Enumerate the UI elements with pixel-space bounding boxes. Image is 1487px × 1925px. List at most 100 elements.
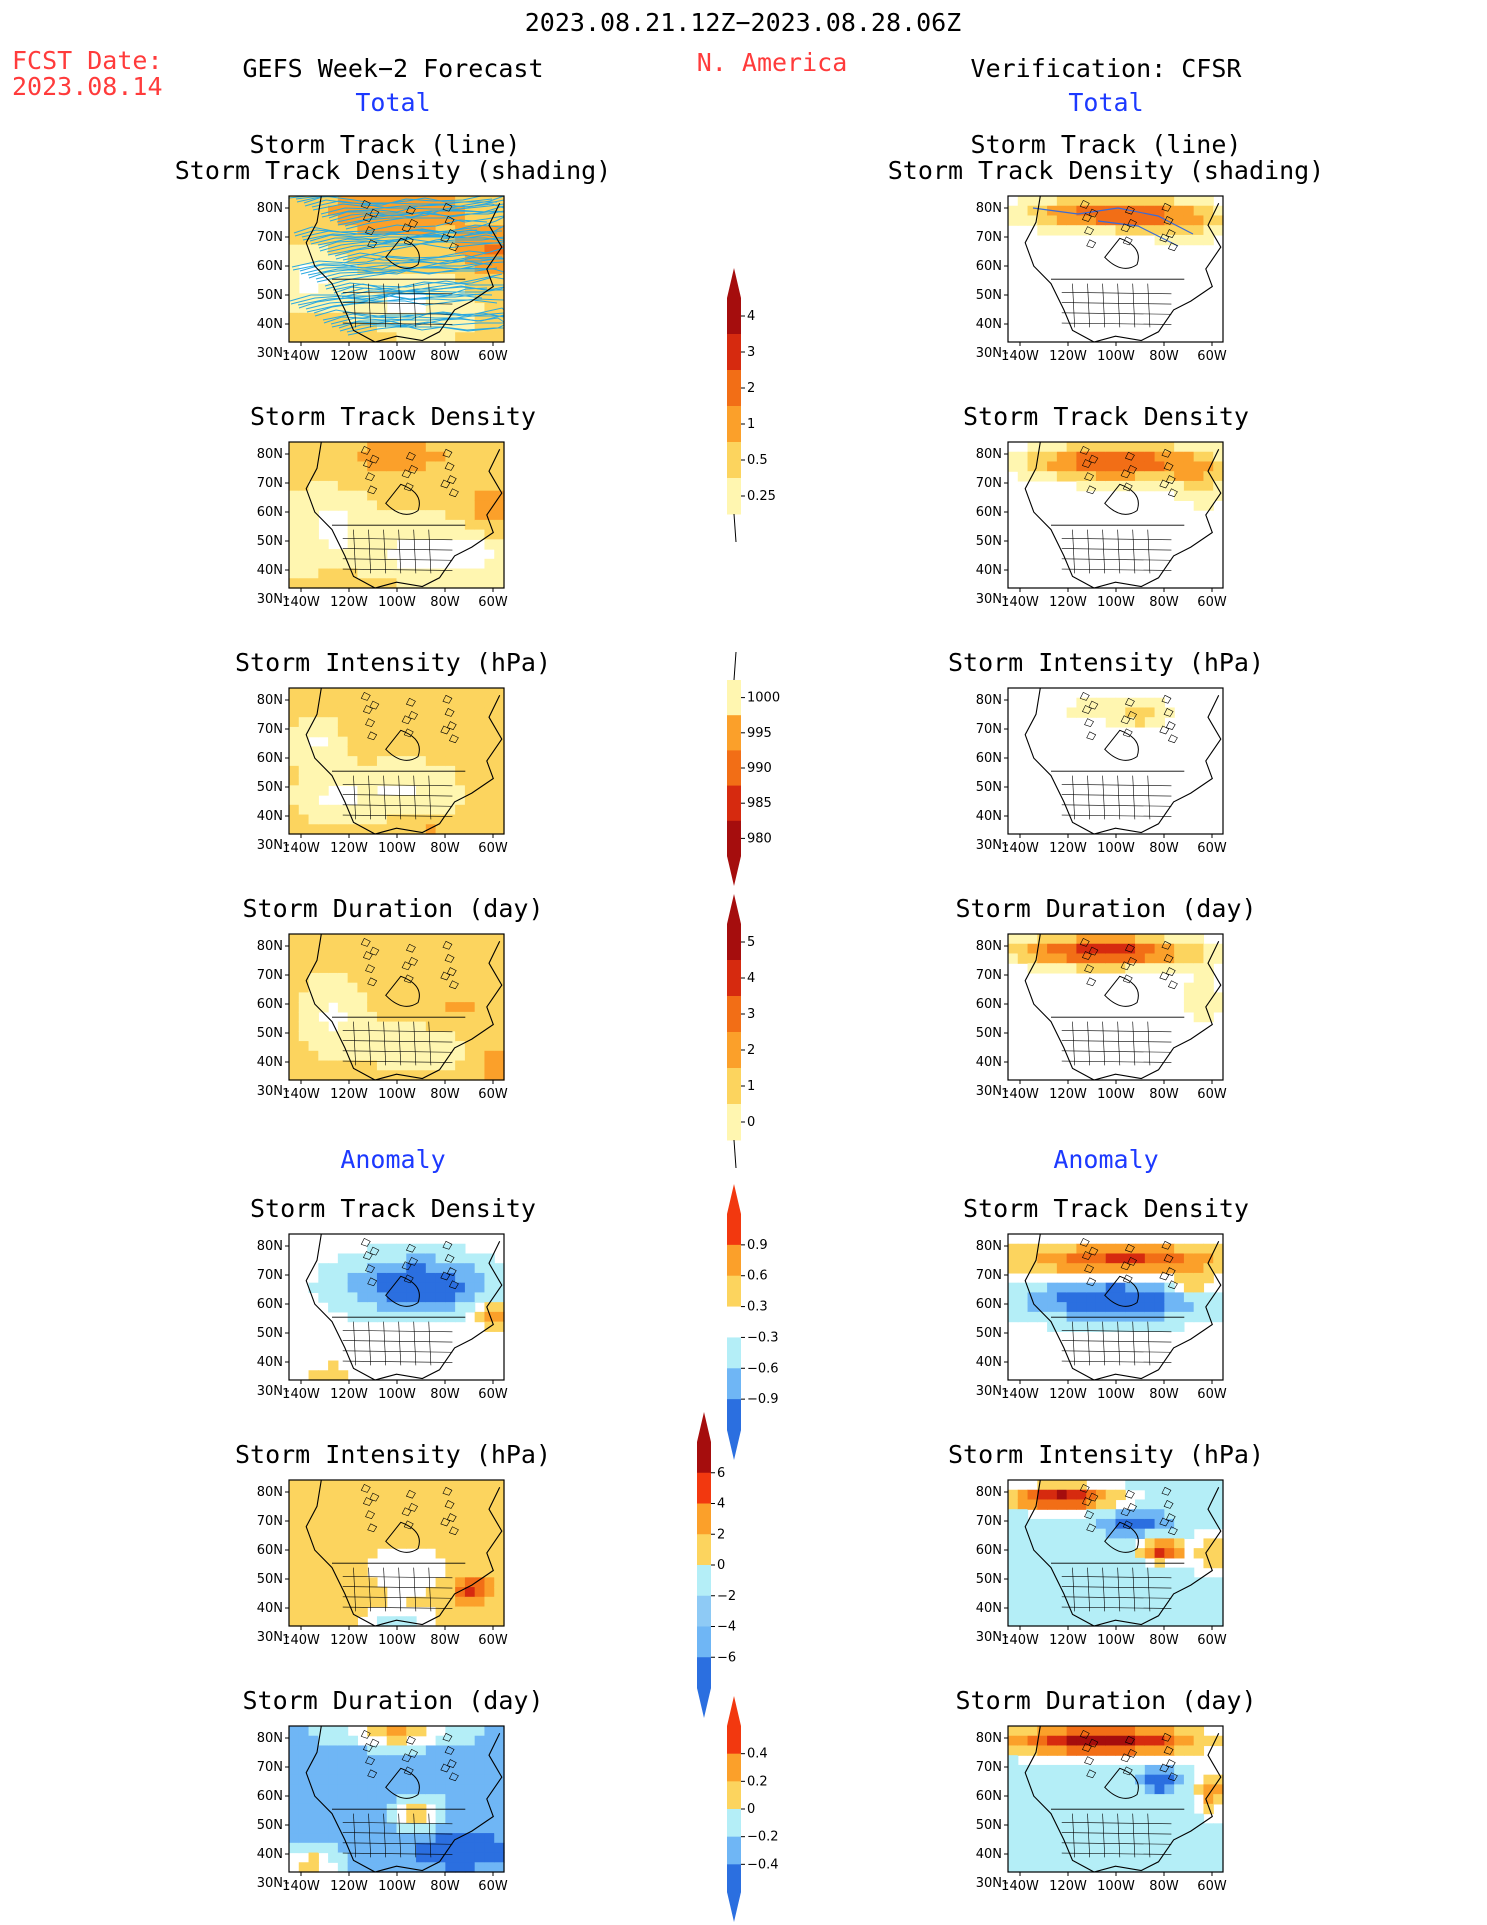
shading-cell [1174, 1735, 1185, 1747]
shading-cell [455, 1794, 466, 1805]
shading-cell [1008, 1606, 1019, 1617]
shading-cell [1144, 1263, 1156, 1274]
shading-cell [445, 953, 456, 964]
shading-cell [1105, 707, 1117, 718]
shading-cell [337, 688, 349, 699]
colorbar-segment [727, 924, 741, 961]
shading-cell [406, 824, 417, 835]
shading-cell [1095, 1499, 1107, 1510]
shading-cell [289, 1803, 300, 1815]
shading-cell [367, 1726, 378, 1737]
shading-cell [435, 1041, 446, 1052]
shading-cell [1183, 1489, 1195, 1501]
shading-cell [386, 1764, 398, 1776]
arctic-island-outline [1165, 1267, 1176, 1276]
shading-cell [1193, 196, 1205, 207]
shading-cell [1027, 1489, 1038, 1501]
shading-cell [494, 293, 505, 304]
shading-cell [1125, 717, 1136, 728]
shading-cell [484, 273, 495, 285]
shading-cell [474, 1577, 486, 1588]
shading-cell [396, 1774, 407, 1785]
shading-cell [308, 480, 319, 492]
shading-cell [308, 1813, 319, 1824]
shading-cell [1154, 717, 1165, 728]
state-line [398, 283, 402, 328]
shading-cell [474, 1292, 486, 1303]
shading-cell [1193, 1489, 1205, 1501]
shading-cell [1193, 934, 1205, 945]
shading-cell [1154, 1321, 1165, 1332]
shading-cell [1056, 1528, 1068, 1539]
shading-cell [376, 1528, 388, 1539]
shading-cell [1027, 1587, 1038, 1598]
shading-cell [1047, 943, 1058, 955]
shading-cell [318, 1528, 329, 1539]
shading-cell [464, 1011, 476, 1023]
shading-cell [406, 1509, 417, 1520]
shading-cell [464, 1842, 476, 1854]
shading-cell [435, 500, 446, 511]
shading-cell [455, 1548, 466, 1559]
shading-cell [1135, 1745, 1146, 1756]
shading-cell [318, 824, 329, 835]
shading-cell [416, 1292, 427, 1303]
storm-track-line [317, 234, 505, 246]
shading-cell [1144, 1842, 1156, 1854]
shading-cell [1154, 1596, 1165, 1608]
shading-cell [386, 992, 398, 1003]
shading-cell [337, 1862, 349, 1873]
hudson-bay-outline [1104, 975, 1139, 1007]
shading-cell [308, 442, 319, 453]
shading-cell [464, 500, 476, 511]
arctic-island-outline [1088, 454, 1099, 464]
shading-cell [357, 953, 368, 964]
shading-cell [1193, 1311, 1205, 1323]
shading-cell [1027, 963, 1038, 974]
shading-cell [396, 1489, 407, 1501]
colorbar-label: 0.2 [747, 1774, 768, 1789]
shading-cell [1213, 1577, 1224, 1588]
shading-cell [396, 1263, 407, 1274]
shading-cell [455, 972, 466, 984]
shading-cell [1115, 1833, 1126, 1844]
shading-cell [386, 688, 398, 699]
shading-cell [484, 1852, 495, 1863]
shading-cell [464, 746, 476, 757]
arctic-island-outline [405, 451, 416, 461]
arctic-island-outline [448, 242, 459, 252]
shading-cell [376, 1745, 388, 1756]
shading-cell [484, 500, 495, 511]
shading-cell [416, 1489, 427, 1501]
shading-cell [1008, 1253, 1019, 1264]
continent-outline [1024, 1233, 1222, 1381]
shading-cell [1076, 1794, 1087, 1805]
shading-cell [1008, 461, 1019, 472]
shading-cell [1105, 461, 1117, 472]
shading-cell [318, 1606, 329, 1617]
shading-cell [416, 1774, 427, 1785]
shading-cell [1164, 1587, 1175, 1598]
shading-cell [445, 1292, 456, 1303]
shading-cell [1135, 1587, 1146, 1598]
shading-cell [1076, 461, 1087, 472]
shading-cell [406, 1823, 417, 1834]
shading-cell [318, 1745, 329, 1756]
shading-cell [406, 697, 417, 709]
shading-cell [484, 726, 495, 738]
shading-cell [1008, 1548, 1019, 1559]
colorbar-label: 5 [747, 935, 755, 950]
shading-cell [1183, 1735, 1195, 1747]
shading-cell [464, 322, 476, 333]
shading-cell [1037, 1548, 1048, 1559]
shading-cell [1115, 1596, 1126, 1608]
arctic-island-outline [444, 1746, 455, 1755]
shading-cell [337, 1823, 349, 1834]
shading-cell [445, 1243, 456, 1255]
lon-label: 100W [378, 1387, 416, 1402]
shading-cell [1213, 1311, 1224, 1323]
shading-cell [376, 1862, 388, 1873]
shading-cell [1017, 1509, 1029, 1520]
shading-cell [1203, 1794, 1214, 1805]
